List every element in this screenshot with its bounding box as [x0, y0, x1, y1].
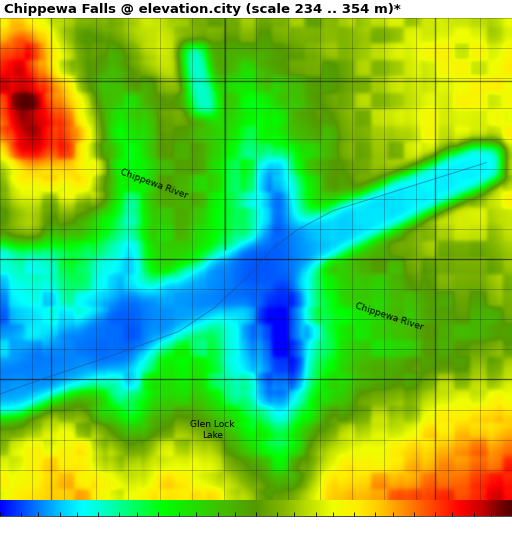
Text: Chippewa River: Chippewa River — [354, 302, 424, 332]
Text: Glen Lock
Lake: Glen Lock Lake — [190, 421, 234, 440]
Text: Chippewa Falls @ elevation.city (scale 234 .. 354 m)*: Chippewa Falls @ elevation.city (scale 2… — [4, 2, 401, 16]
Text: Chippewa River: Chippewa River — [119, 168, 188, 200]
